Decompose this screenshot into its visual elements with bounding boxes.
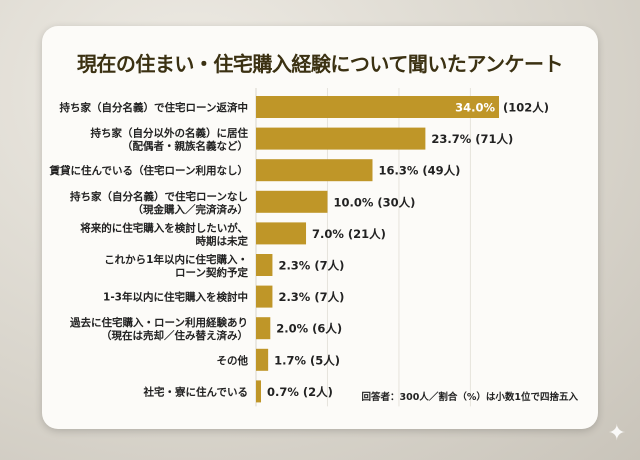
category-label: その他: [217, 354, 249, 367]
category-label: 1-3年以内に住宅購入を検討中: [103, 291, 248, 304]
category-label: これから1年以内に住宅購入・: [104, 253, 248, 266]
bar: [256, 127, 426, 150]
category-label: 過去に住宅購入・ローン利用経験あり: [69, 316, 248, 329]
count-label: (102人): [503, 101, 549, 115]
category-label: 持ち家（自分名義）で住宅ローン返済中: [60, 101, 248, 114]
value-label: 23.7% (71人): [431, 132, 513, 146]
bar: [256, 96, 499, 118]
value-label: 1.7% (5人): [274, 353, 340, 367]
chart-card: 現在の住まい・住宅購入経験について聞いたアンケート 持ち家（自分名義）で住宅ロー…: [42, 26, 598, 429]
bar-chart: 持ち家（自分名義）で住宅ローン返済中 34.0% (102人) 持ち家（自分以外の名義…: [49, 88, 549, 407]
category-label: 将来的に住宅購入を検討したいが、: [80, 221, 248, 234]
bar: [256, 159, 373, 182]
category-label: （現在は売却／住み替え済み）: [101, 329, 248, 342]
category-label: 社宅・寮に住んでいる: [143, 385, 248, 398]
bar: [256, 222, 307, 245]
category-label: （現金購入／完済済み）: [133, 203, 249, 216]
bar: [256, 317, 271, 340]
value-label: 16.3% (49人): [378, 164, 460, 178]
chart-title: 現在の住まい・住宅購入経験について聞いたアンケート: [76, 52, 564, 76]
category-label: 賃貸に住んでいる（住宅ローン利用なし）: [49, 164, 248, 177]
category-label: （配偶者・親族名義など）: [122, 140, 248, 153]
value-label: 2.3% (7人): [278, 290, 344, 304]
bar: [256, 380, 262, 403]
value-label: 10.0% (30人): [333, 195, 415, 209]
category-label: ローン契約予定: [175, 266, 248, 279]
value-label: 34.0%: [455, 101, 495, 115]
value-label: 2.0% (6人): [276, 322, 342, 336]
category-label: 持ち家（自分以外の名義）に居住: [91, 127, 249, 140]
bar: [256, 348, 269, 371]
bar: [256, 285, 273, 308]
sparkle-watermark-icon: ✦: [607, 421, 626, 446]
value-label: 2.3% (7人): [278, 259, 344, 273]
category-label: 持ち家（自分名義）で住宅ローンなし: [70, 190, 248, 203]
bar: [256, 190, 328, 213]
category-label: 時期は未定: [196, 234, 249, 247]
bar: [256, 254, 273, 276]
value-label: 7.0% (21人): [312, 227, 386, 241]
chart-note: 回答者：300人／割合（%）は小数1位で四捨五入: [361, 392, 578, 403]
value-label: 0.7% (2人): [267, 385, 333, 399]
